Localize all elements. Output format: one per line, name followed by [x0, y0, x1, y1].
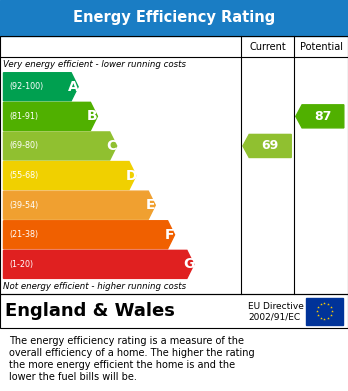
Bar [0, 36, 348, 294]
Text: overall efficiency of a home. The higher the rating: overall efficiency of a home. The higher… [9, 348, 254, 358]
Text: (69-80): (69-80) [10, 142, 39, 151]
Text: (21-38): (21-38) [10, 230, 39, 239]
Bar [306, 298, 343, 325]
Text: Potential: Potential [300, 41, 342, 52]
Bar [0, 0, 348, 36]
Text: 87: 87 [314, 110, 332, 123]
Text: G: G [183, 257, 195, 271]
Text: the more energy efficient the home is and the: the more energy efficient the home is an… [9, 360, 235, 370]
Text: EU Directive: EU Directive [248, 302, 304, 311]
Text: (55-68): (55-68) [10, 171, 39, 180]
Text: B: B [87, 109, 98, 123]
Text: (81-91): (81-91) [10, 112, 39, 121]
Polygon shape [3, 161, 136, 190]
Text: Very energy efficient - lower running costs: Very energy efficient - lower running co… [3, 60, 187, 69]
Text: lower the fuel bills will be.: lower the fuel bills will be. [9, 372, 136, 382]
Polygon shape [296, 105, 344, 128]
Text: Energy Efficiency Rating: Energy Efficiency Rating [73, 11, 275, 25]
Text: (1-20): (1-20) [10, 260, 34, 269]
Polygon shape [3, 250, 194, 278]
Bar [0, 294, 348, 328]
Text: Current: Current [249, 41, 286, 52]
Text: Not energy efficient - higher running costs: Not energy efficient - higher running co… [3, 282, 187, 291]
Text: (39-54): (39-54) [10, 201, 39, 210]
Polygon shape [3, 221, 175, 249]
Polygon shape [3, 73, 78, 101]
Polygon shape [3, 102, 97, 130]
Text: F: F [165, 228, 174, 242]
Text: E: E [146, 198, 155, 212]
Polygon shape [3, 191, 155, 219]
Text: (92-100): (92-100) [10, 82, 44, 91]
Text: C: C [107, 139, 117, 153]
Text: The energy efficiency rating is a measure of the: The energy efficiency rating is a measur… [9, 335, 244, 346]
Polygon shape [3, 132, 117, 160]
Text: A: A [68, 80, 79, 94]
Text: D: D [125, 169, 137, 183]
Text: 69: 69 [262, 140, 279, 152]
Text: 2002/91/EC: 2002/91/EC [248, 313, 300, 322]
Text: England & Wales: England & Wales [5, 302, 175, 320]
Polygon shape [243, 135, 291, 158]
